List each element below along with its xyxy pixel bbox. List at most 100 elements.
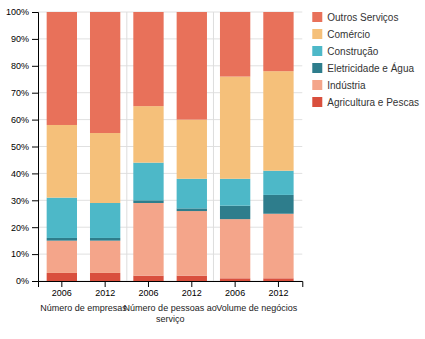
plot: 0% 10% 20% 30% 40% 50% 60% 70% 80% 90% 100% 2006 201… — [6, 7, 303, 323]
grid-line — [38, 92, 302, 93]
legend-label: Outros Serviços — [327, 12, 398, 23]
grid-line — [38, 227, 302, 228]
y-tick-label: 0% — [16, 276, 29, 286]
grid-line — [38, 146, 302, 147]
y-tick-mark — [32, 281, 38, 282]
bar-segment — [263, 214, 293, 279]
x-tick-label: 2012 — [95, 288, 115, 298]
x-tick: 2006 — [138, 281, 158, 298]
bar-segment — [47, 198, 77, 238]
bar-segment — [90, 12, 120, 133]
legend-item: Construção — [312, 46, 379, 57]
legend-item: Eletricidade e Água — [312, 62, 414, 74]
x-tick-mark — [235, 281, 236, 287]
bar-segment — [47, 238, 77, 241]
y-tick: 80% — [11, 61, 38, 71]
grid-line — [38, 173, 302, 174]
y-tick-label: 30% — [11, 196, 29, 206]
legend-label: Comércio — [327, 29, 370, 40]
y-tick-mark — [32, 147, 38, 148]
group-labels: Número de empresasNúmero de pessoas aose… — [40, 303, 298, 324]
bar-segment — [90, 203, 120, 238]
y-tick: 30% — [11, 196, 38, 206]
bar-segment — [177, 12, 207, 120]
bar-segment — [220, 206, 250, 219]
x-tick-mark — [148, 281, 149, 287]
bar-segment — [47, 273, 77, 281]
x-tick-mark — [278, 281, 279, 287]
bar-segment — [263, 278, 293, 281]
y-tick-label: 90% — [11, 34, 29, 44]
y-tick-mark — [32, 39, 38, 40]
legend-item: Outros Serviços — [312, 12, 398, 23]
y-tick: 10% — [11, 249, 38, 259]
legend-swatch — [312, 97, 322, 107]
legend-swatch — [312, 29, 322, 39]
x-tick: 2012 — [95, 281, 115, 298]
bar-segment — [220, 219, 250, 278]
y-tick: 40% — [11, 169, 38, 179]
bar-segment — [90, 241, 120, 273]
y-tick: 70% — [11, 88, 38, 98]
bar-segment — [133, 12, 163, 106]
y-tick-mark — [32, 173, 38, 174]
bar-segment — [90, 133, 120, 203]
x-tick-label: 2012 — [268, 288, 288, 298]
legend-label: Eletricidade e Água — [327, 62, 414, 74]
y-tick-mark — [32, 120, 38, 121]
bar-segment — [133, 276, 163, 281]
bar-segment — [133, 163, 163, 201]
bar-segment — [263, 171, 293, 195]
group-separator — [126, 12, 127, 281]
series — [47, 71, 294, 203]
bar-segment — [220, 278, 250, 281]
y-tick-label: 100% — [6, 7, 29, 17]
group-label: Volume de negócios — [216, 303, 298, 313]
bar-segment — [177, 208, 207, 211]
y-tick-mark — [32, 200, 38, 201]
legend-label: Indústria — [327, 80, 366, 91]
y-tick-label: 60% — [11, 115, 29, 125]
legend-swatch — [312, 80, 322, 90]
grid-line — [38, 12, 302, 13]
grid-line — [38, 119, 302, 120]
x-tick-label: 2006 — [138, 288, 158, 298]
bar-segment — [47, 241, 77, 273]
bars — [47, 12, 294, 281]
y-tick-mark — [32, 93, 38, 94]
y-tick: 0% — [16, 276, 38, 286]
x-tick-label: 2006 — [52, 288, 72, 298]
y-axis: 0% 10% 20% 30% 40% 50% 60% 70% 80% 90% 100% — [6, 7, 39, 286]
series — [47, 203, 294, 278]
y-tick: 50% — [11, 142, 38, 152]
x-tick-label: 2006 — [225, 288, 245, 298]
bar-segment — [90, 238, 120, 241]
bar-segment — [177, 276, 207, 281]
y-tick-label: 50% — [11, 142, 29, 152]
grid-line — [38, 200, 302, 201]
bar-segment — [177, 120, 207, 179]
bar-segment — [220, 179, 250, 206]
series — [47, 12, 294, 133]
grid-line — [38, 65, 302, 66]
legend-item: Agricultura e Pescas — [312, 97, 419, 108]
y-tick-label: 20% — [11, 223, 29, 233]
bar-segment — [263, 195, 293, 214]
y-tick-label: 80% — [11, 61, 29, 71]
legend-label: Agricultura e Pescas — [327, 97, 419, 108]
group-label: Número de empresas — [40, 303, 127, 313]
bar-segment — [133, 106, 163, 162]
y-tick-label: 70% — [11, 88, 29, 98]
x-tick: 2012 — [268, 281, 288, 298]
grid-line — [38, 254, 302, 255]
x-tick-mark — [105, 281, 106, 287]
legend-swatch — [312, 12, 322, 22]
legend-item: Comércio — [312, 29, 370, 40]
y-tick: 60% — [11, 115, 38, 125]
bar-segment — [220, 12, 250, 77]
y-tick: 20% — [11, 223, 38, 233]
legend-swatch — [312, 63, 322, 73]
y-axis-line — [32, 13, 39, 282]
grid — [38, 12, 302, 281]
bar-segment — [263, 71, 293, 171]
